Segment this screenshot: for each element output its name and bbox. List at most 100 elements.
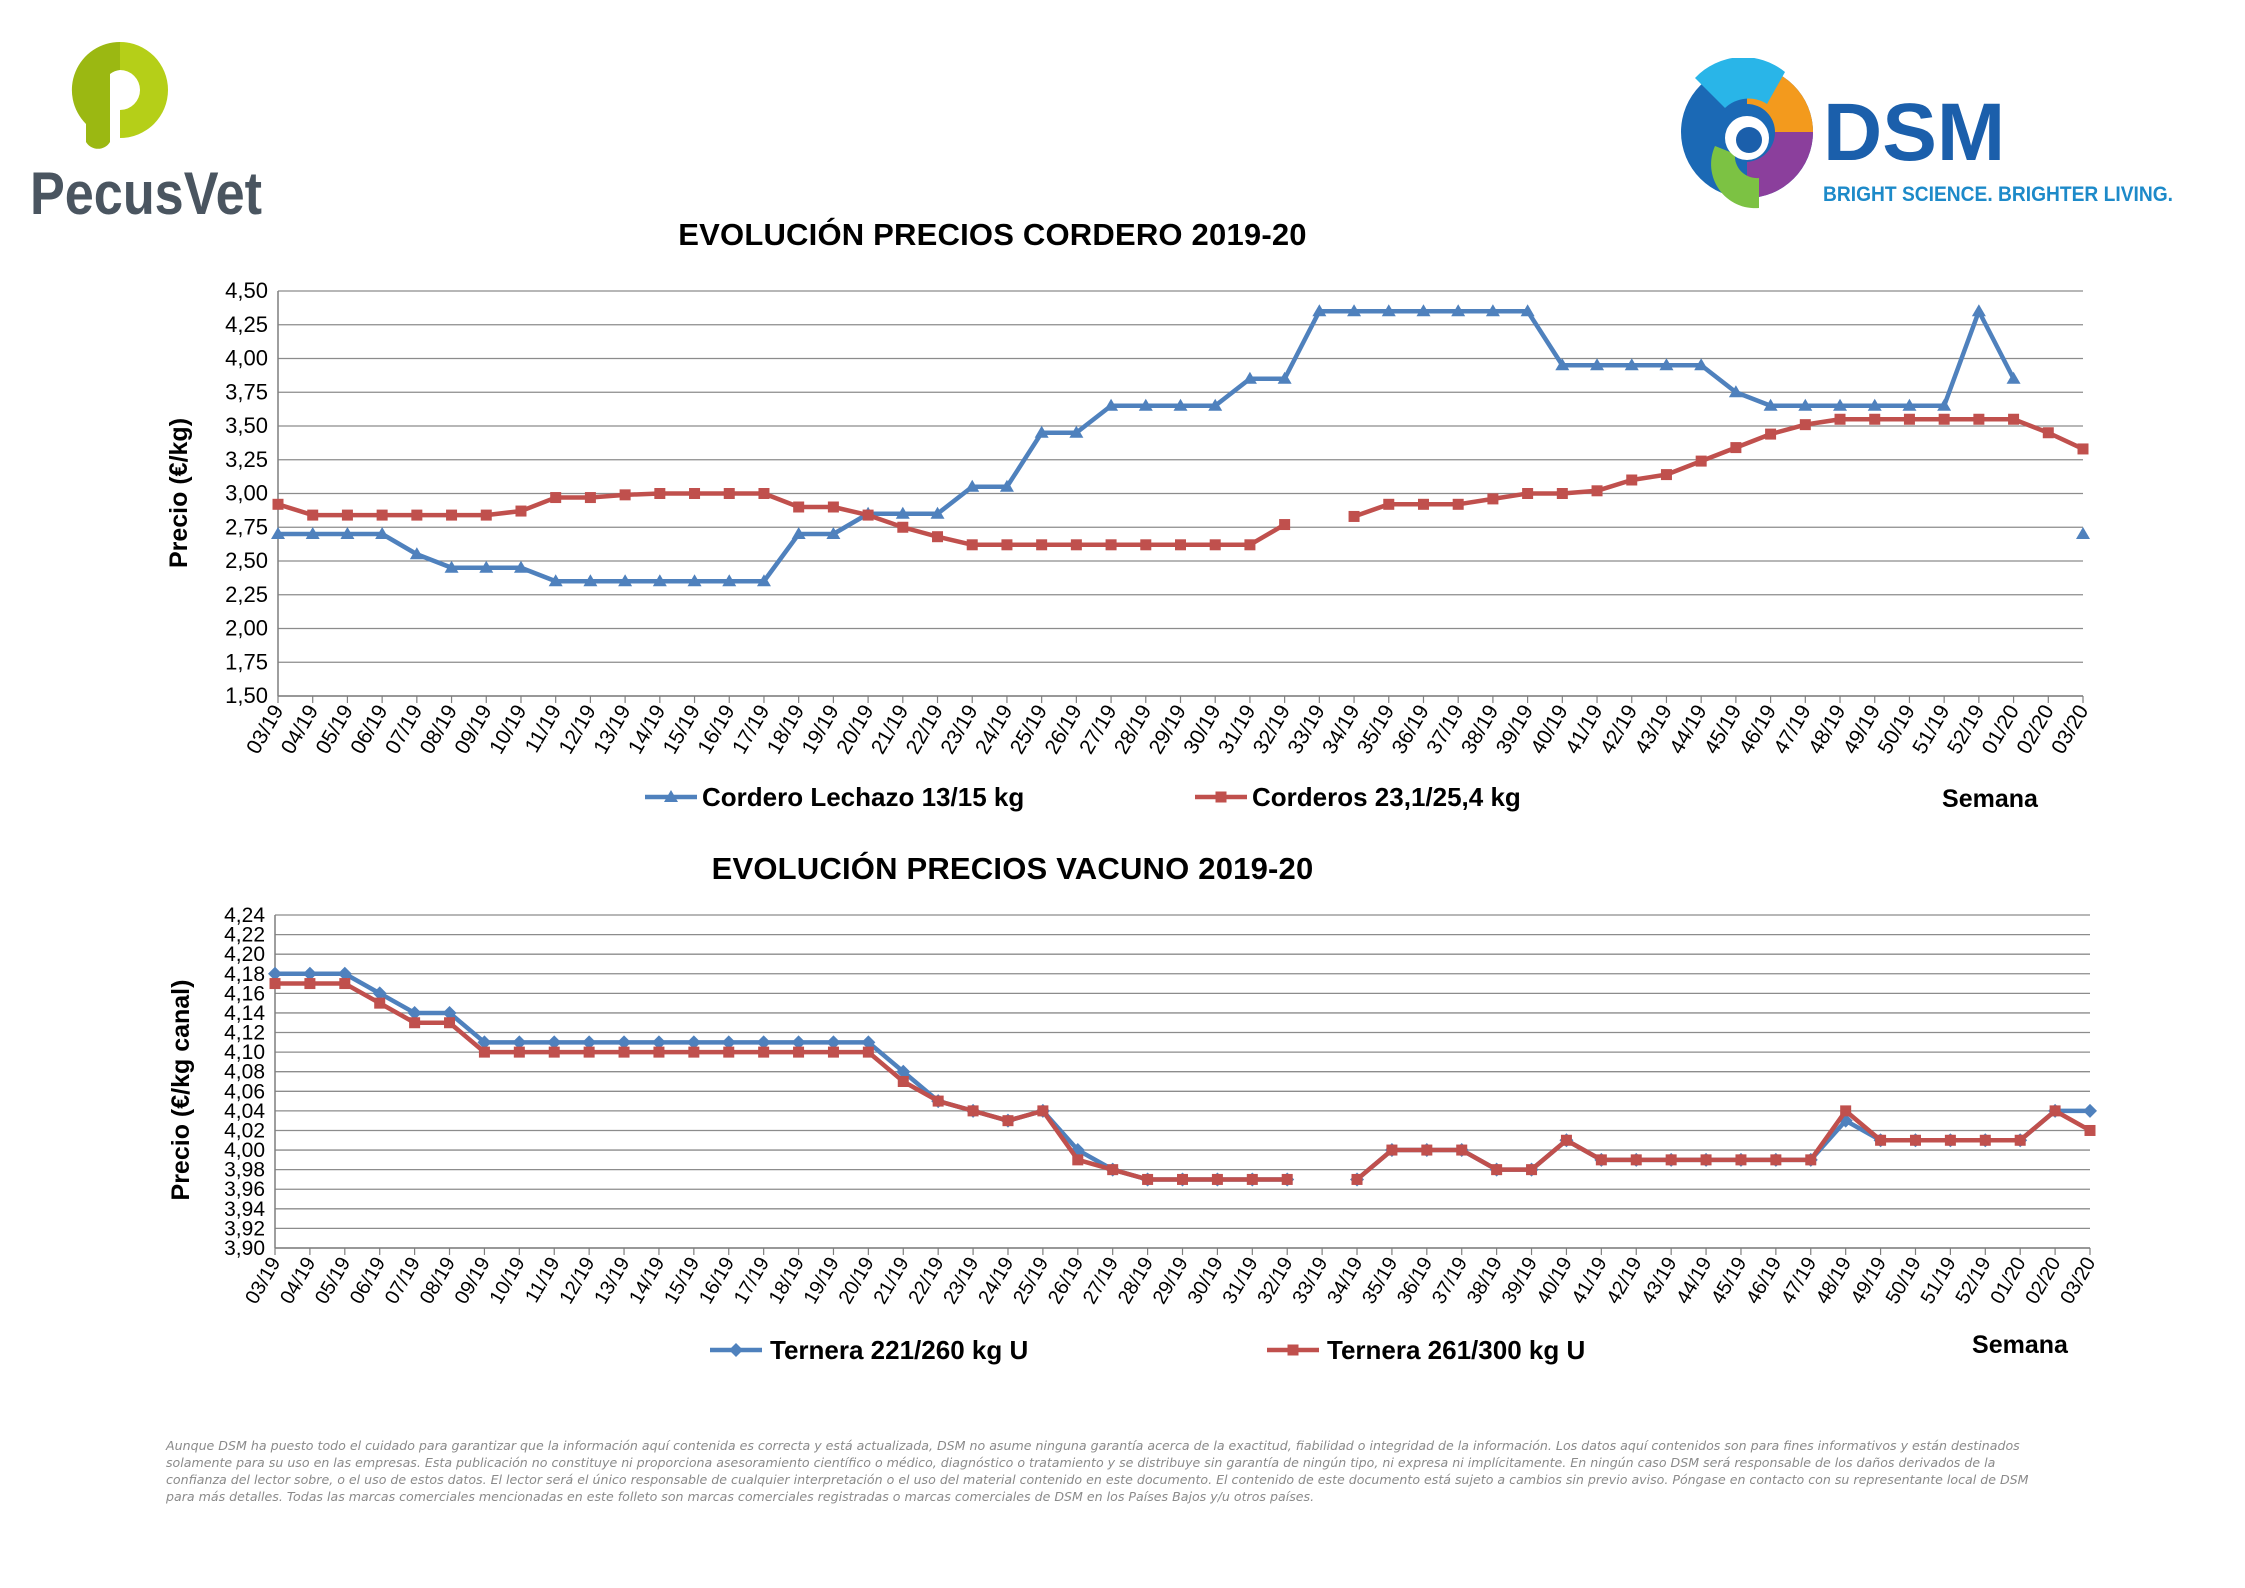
- data-point: [1590, 358, 1605, 371]
- data-point: [2014, 1134, 2026, 1146]
- data-point: [619, 489, 631, 501]
- data-point: [1456, 1144, 1468, 1156]
- x-tick-label: 19/19: [800, 1254, 844, 1308]
- y-tick-label: 4,00: [224, 1139, 265, 1162]
- disclaimer-text: Aunque DSM ha puesto todo el cuidado par…: [166, 1438, 2029, 1504]
- data-point: [1665, 1154, 1677, 1166]
- data-point: [1485, 304, 1500, 317]
- data-point: [376, 509, 388, 521]
- data-point: [512, 1035, 527, 1050]
- x-tick-label: 12/19: [555, 1254, 599, 1308]
- legend-label: Corderos 23,1/25,4 kg: [1252, 782, 1521, 812]
- x-tick-label: 48/19: [1812, 1254, 1856, 1308]
- x-tick-label: 07/19: [381, 1254, 425, 1308]
- y-tick-label: 4,00: [225, 346, 268, 371]
- data-point: [1105, 539, 1117, 551]
- x-tick-label: 46/19: [1742, 1254, 1786, 1308]
- dsm-logo: DSM BRIGHT SCIENCE. BRIGHTER LIVING.: [1681, 58, 2173, 209]
- y-tick-label: 4,18: [224, 963, 265, 986]
- y-tick-label: 4,50: [225, 278, 268, 303]
- data-point: [2006, 371, 2021, 384]
- x-tick-label: 22/19: [904, 1254, 948, 1308]
- y-tick-label: 3,25: [225, 447, 268, 472]
- data-point: [1834, 413, 1846, 425]
- data-point: [1869, 413, 1881, 425]
- data-point: [1070, 539, 1082, 551]
- data-point: [1347, 304, 1362, 317]
- data-point: [339, 978, 351, 990]
- y-tick-label: 3,94: [224, 1198, 265, 1221]
- data-point: [375, 527, 390, 539]
- x-tick-label: 16/19: [695, 1254, 739, 1308]
- y-tick-label: 4,16: [224, 982, 265, 1005]
- data-point: [756, 1035, 771, 1050]
- data-point: [932, 531, 944, 543]
- x-tick-label: 40/19: [1533, 1254, 1577, 1308]
- x-tick-label: 09/19: [451, 1254, 495, 1308]
- x-tick-label: 31/19: [1219, 1254, 1263, 1308]
- data-point: [2008, 413, 2020, 425]
- data-point: [1416, 304, 1431, 317]
- x-tick-label: 43/19: [1637, 1254, 1681, 1308]
- data-point: [1973, 413, 1985, 425]
- data-point: [478, 1046, 490, 1058]
- y-tick-label: 4,06: [224, 1080, 265, 1103]
- y-tick-label: 3,92: [224, 1217, 265, 1240]
- data-point: [513, 560, 528, 573]
- x-tick-label: 37/19: [1428, 1254, 1472, 1308]
- data-point: [1487, 493, 1499, 505]
- x-tick-label: 39/19: [1498, 1254, 1542, 1308]
- data-point: [341, 509, 353, 521]
- y-axis-title: Precio (€/kg canal): [167, 980, 195, 1201]
- series-line: [275, 981, 1288, 1182]
- data-point: [1037, 1105, 1049, 1117]
- x-tick-label: 26/19: [1044, 1254, 1088, 1308]
- data-point: [1173, 398, 1188, 411]
- data-point: [932, 1095, 944, 1107]
- data-point: [442, 1005, 457, 1020]
- data-point: [268, 966, 282, 981]
- data-point: [1452, 498, 1464, 510]
- x-tick-label: 23/19: [939, 1254, 983, 1308]
- data-point: [302, 966, 317, 981]
- data-point: [723, 488, 735, 499]
- data-point: [793, 501, 805, 513]
- x-tick-label: 36/19: [1393, 1254, 1437, 1308]
- data-point: [1002, 1115, 1014, 1127]
- x-tick-label: 52/19: [1952, 1254, 1996, 1308]
- x-tick-label: 42/19: [1602, 1254, 1646, 1308]
- data-point: [1351, 1173, 1363, 1185]
- x-tick-label: 02/20: [2021, 1254, 2065, 1308]
- data-point: [1072, 1154, 1084, 1166]
- data-point: [477, 1035, 492, 1050]
- data-point: [861, 1035, 876, 1050]
- y-tick-label: 4,04: [224, 1100, 265, 1123]
- dsm-swirl-icon: [1681, 58, 1813, 209]
- dsm-tagline: BRIGHT SCIENCE. BRIGHTER LIVING.: [1823, 182, 2173, 206]
- data-point: [1763, 398, 1778, 411]
- data-point: [653, 1046, 665, 1058]
- data-point: [1526, 1164, 1538, 1176]
- data-point: [548, 1046, 560, 1058]
- y-tick-label: 3,98: [224, 1159, 265, 1182]
- y-tick-label: 2,25: [225, 582, 268, 607]
- data-point: [1626, 474, 1638, 486]
- data-point: [479, 560, 494, 573]
- data-point: [895, 506, 910, 519]
- y-tick-label: 3,75: [225, 379, 268, 404]
- data-point: [1242, 371, 1257, 384]
- data-point: [1560, 1134, 1572, 1146]
- data-point: [897, 521, 909, 533]
- y-tick-label: 4,20: [224, 943, 265, 966]
- data-point: [1630, 1154, 1642, 1166]
- data-point: [547, 1035, 562, 1050]
- x-tick-label: 08/19: [416, 1254, 460, 1308]
- legend-swatch-marker: [1287, 1344, 1299, 1356]
- data-point: [723, 1046, 735, 1058]
- data-point: [1386, 1144, 1398, 1156]
- x-tick-label: 47/19: [1777, 1254, 1821, 1308]
- data-point: [756, 574, 771, 587]
- y-tick-label: 4,12: [224, 1022, 265, 1045]
- x-tick-label: 41/19: [1568, 1254, 1612, 1308]
- data-point: [1138, 398, 1153, 411]
